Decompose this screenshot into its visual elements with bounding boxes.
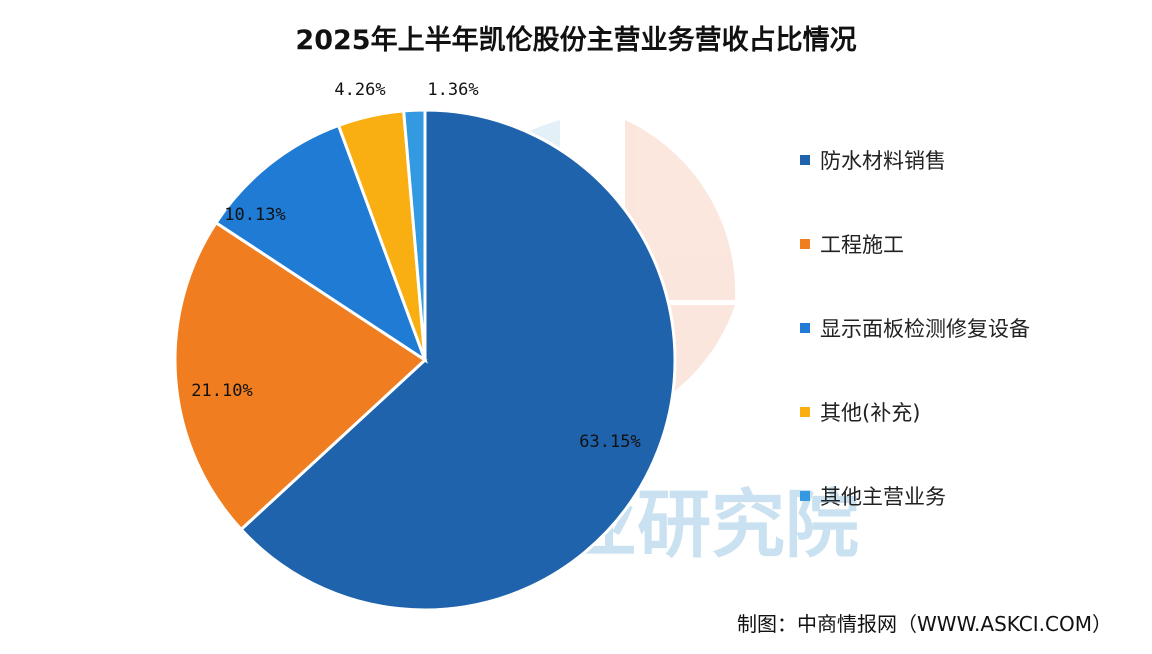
legend-item-4: 其他(补充) — [800, 370, 1030, 454]
legend-item-5: 其他主营业务 — [800, 454, 1030, 538]
legend-swatch — [800, 155, 810, 165]
source-credit: 制图：中商情报网（WWW.ASKCI.COM） — [737, 612, 1112, 636]
legend-label: 工程施工 — [820, 233, 904, 257]
legend-swatch — [800, 239, 810, 249]
legend-item-3: 显示面板检测修复设备 — [800, 286, 1030, 370]
legend-label: 其他主营业务 — [820, 485, 946, 509]
data-label-3: 10.13% — [224, 205, 285, 225]
pie-slice-5 — [402, 108, 427, 361]
legend-label: 其他(补充) — [820, 401, 921, 425]
legend-item-2: 工程施工 — [800, 202, 1030, 286]
chart-title: 2025年上半年凯伦股份主营业务营收占比情况 — [295, 25, 857, 56]
pie-slice-3 — [213, 123, 428, 364]
legend-swatch — [800, 491, 810, 501]
data-label-4: 4.26% — [334, 80, 385, 100]
legend-item-1: 防水材料销售 — [800, 118, 1030, 202]
pie-slice-1 — [239, 108, 677, 612]
data-label-2: 21.10% — [191, 381, 252, 401]
pie-slice-2 — [173, 220, 428, 532]
legend-swatch — [800, 407, 810, 417]
legend-label: 显示面板检测修复设备 — [820, 317, 1030, 341]
legend-label: 防水材料销售 — [820, 149, 946, 173]
data-label-1: 63.15% — [579, 432, 640, 452]
data-label-5: 1.36% — [427, 80, 478, 100]
legend: 防水材料销售 工程施工显示面板检测修复设备 其他(补充) 其他主营业务 — [800, 140, 1030, 560]
legend-swatch — [800, 323, 810, 333]
